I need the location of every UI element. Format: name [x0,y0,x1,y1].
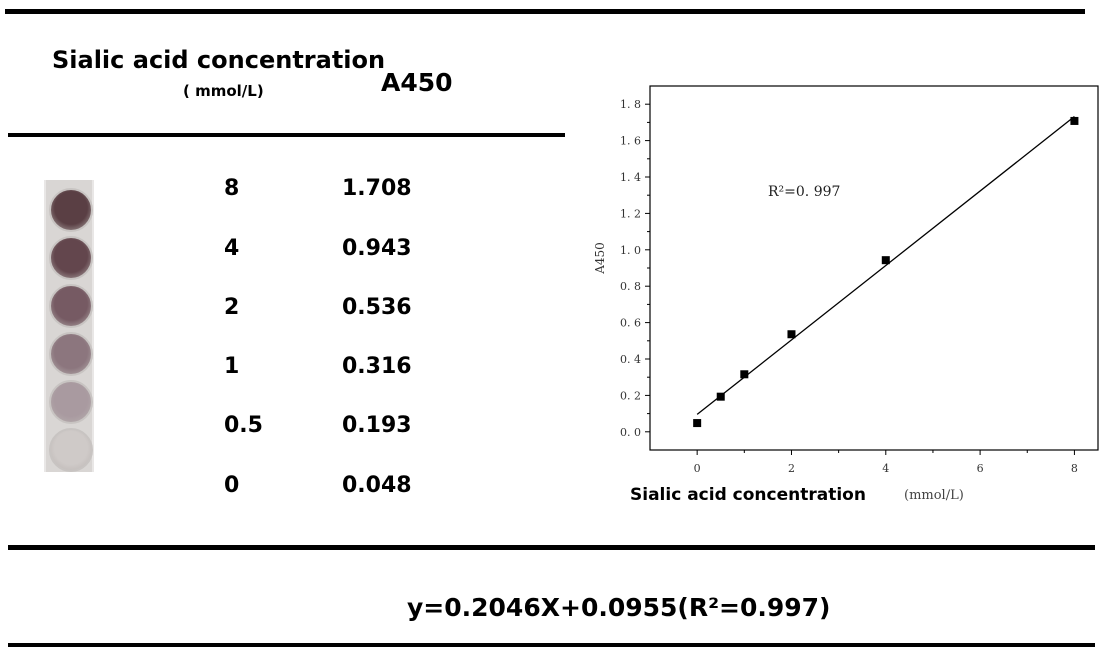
fit-line [696,116,1075,415]
x-axis-label: Sialic acid concentration [630,485,866,505]
well [49,284,93,328]
header-a450: A450 [381,68,453,97]
row-a450-4: 0.943 [342,236,412,261]
row-conc-0.5: 0.5 [224,413,263,438]
plot-area: 0. 0 0. 2 0. 4 0. 6 0. 8 1. 0 1. 2 1. 4 1. 6 1. 8… [593,85,1099,505]
data-point [881,256,890,265]
y-tick-label: 0. 4 [620,353,641,366]
y-tick-label: 1. 4 [620,171,641,184]
y-tick-label: 1. 6 [620,135,641,148]
well [49,332,93,376]
top-rule [5,9,1085,14]
well-strip [44,180,94,472]
row-a450-2: 0.536 [342,295,412,320]
well [49,188,93,232]
x-tick-label: 6 [977,462,984,475]
y-tick-label: 1. 0 [620,244,641,257]
well [49,428,93,472]
y-axis-label: A450 [593,242,607,275]
row-a450-0: 0.048 [342,473,412,498]
header-rule [8,133,565,137]
well [49,236,93,280]
y-tick-label: 0. 0 [620,426,641,439]
row-conc-1: 1 [224,354,240,379]
data-point [716,392,725,401]
row-conc-8: 8 [224,176,240,201]
x-tick-label: 4 [882,462,889,475]
regression-equation: y=0.2046X+0.0955(R²=0.997) [407,593,831,622]
y-tick-label: 1. 2 [620,207,641,220]
x-tick-label: 0 [694,462,701,475]
bottom-rule [8,643,1095,647]
row-a450-0.5: 0.193 [342,413,412,438]
well [49,380,93,424]
header-concentration: Sialic acid concentration [52,46,386,74]
x-axis-unit: (mmol/L) [904,488,964,503]
data-point [693,419,702,428]
x-tick-label: 8 [1071,462,1078,475]
row-a450-8: 1.708 [342,176,412,201]
row-a450-1: 0.316 [342,354,412,379]
row-conc-0: 0 [224,473,240,498]
y-tick-label: 1. 8 [620,98,641,111]
y-tick-label: 0. 6 [620,317,641,330]
y-tick-label: 0. 8 [620,280,641,293]
y-tick-label: 0. 2 [620,389,641,402]
data-point [1070,116,1079,125]
row-conc-4: 4 [224,236,240,261]
data-point [787,330,796,339]
x-tick-label: 2 [788,462,795,475]
row-conc-2: 2 [224,295,240,320]
data-point [740,370,749,379]
middle-rule [8,545,1095,550]
calibration-chart: 0. 0 0. 2 0. 4 0. 6 0. 8 1. 0 1. 2 1. 4 1. 6 1. 8… [593,85,1099,505]
header-unit: ( mmol/L) [183,82,264,100]
r-squared-annotation: R²=0. 997 [768,184,840,200]
